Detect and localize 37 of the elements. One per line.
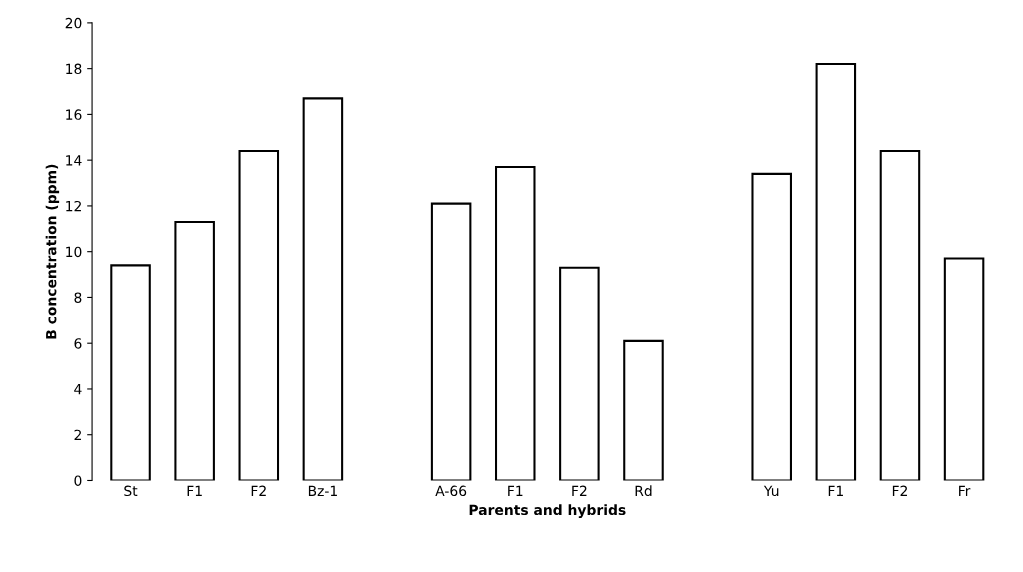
bar [751,172,792,481]
bar [302,97,344,481]
bar [494,165,536,481]
y-tick-label: 10 [66,246,82,258]
x-axis-title: Parents and hybrids [469,504,626,518]
x-tick-label: F2 [892,485,907,496]
x-tick-label: Yu [763,485,779,497]
y-tick-label: 14 [66,155,82,166]
x-tick-label: F1 [187,485,202,496]
y-tick-label: 12 [66,200,81,212]
bar [110,264,151,481]
x-tick-label: Rd [635,485,652,497]
bar [623,339,664,481]
x-tick-label: F2 [251,485,266,496]
bar [943,257,985,481]
x-tick-label: St [124,485,138,497]
bar [559,266,600,481]
x-tick-label: Bz-1 [308,485,337,496]
y-tick-label: 16 [66,109,82,120]
x-tick-label: F1 [508,485,523,496]
y-tick-label: 6 [74,338,82,349]
x-tick-label: F2 [572,485,587,496]
y-tick-label: 0 [74,475,82,486]
y-tick-label: 20 [65,17,82,29]
x-tick-label: A-66 [435,485,467,497]
x-tick-label: F1 [828,485,843,496]
bar [430,202,472,481]
bar [815,63,857,481]
y-tick-label: 2 [74,429,81,440]
y-tick-label: 18 [66,63,82,75]
y-tick-label: 4 [74,384,82,395]
bar [238,149,280,481]
bar [879,149,921,481]
y-axis-title: B concentration (ppm) [45,164,60,339]
bar [174,220,215,481]
y-tick-label: 8 [74,292,82,303]
x-tick-label: Fr [959,485,971,496]
